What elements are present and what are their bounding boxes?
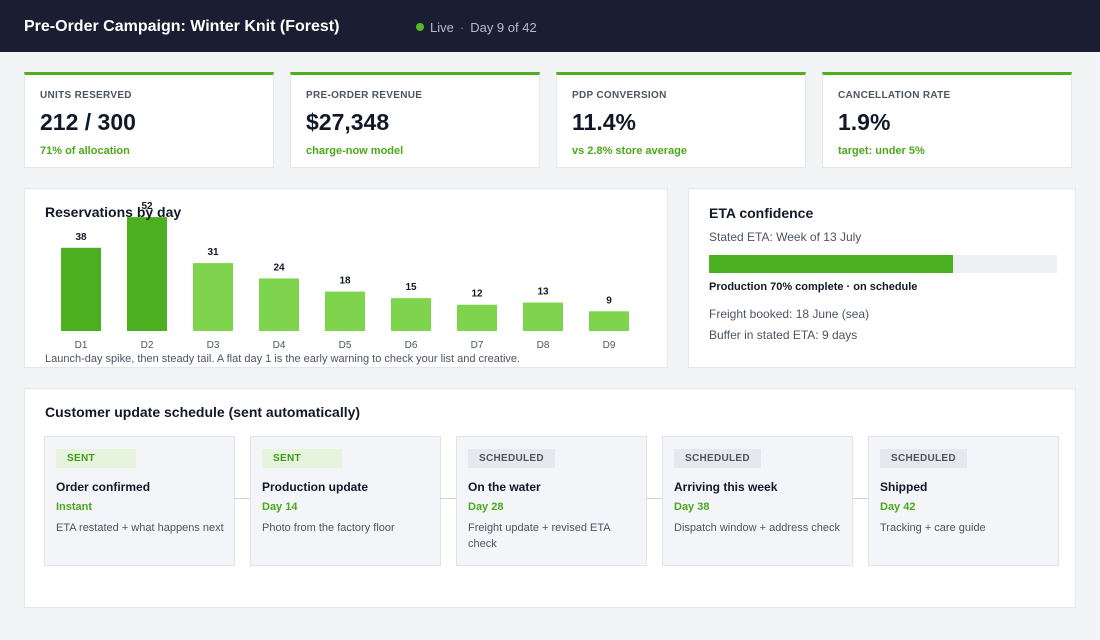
chart-title: Reservations by day xyxy=(45,204,182,220)
live-dot-icon xyxy=(416,23,424,31)
bar-d4 xyxy=(259,278,299,331)
kpi-subtext: 71% of allocation xyxy=(40,145,130,157)
bar-d1 xyxy=(61,247,101,331)
schedule-title: Customer update schedule (sent automatic… xyxy=(45,404,361,420)
kpi-value: 1.9% xyxy=(838,109,891,135)
day-counter: Day 9 of 42 xyxy=(470,20,537,35)
status-badge: SCHEDULED xyxy=(880,449,967,468)
bar-value-label: 12 xyxy=(471,289,483,300)
step-name: Order confirmed xyxy=(56,480,151,494)
kpi-pre-order-revenue: PRE-ORDER REVENUE $27,348 charge-now mod… xyxy=(290,72,540,168)
step-description: Photo from the factory floor xyxy=(262,522,395,534)
step-name: Arriving this week xyxy=(674,480,778,494)
bar-value-label: 15 xyxy=(405,282,417,293)
kpi-units-reserved: UNITS RESERVED 212 / 300 71% of allocati… xyxy=(24,72,274,168)
step-description: Dispatch window + address check xyxy=(674,522,840,534)
step-timing: Day 42 xyxy=(880,501,916,513)
x-tick-label: D5 xyxy=(339,340,352,351)
step-description: ETA restated + what happens next xyxy=(56,522,224,534)
eta-confidence-panel: ETA confidence Stated ETA: Week of 13 Ju… xyxy=(688,188,1076,368)
kpi-cancellation-rate: CANCELLATION RATE 1.9% target: under 5% xyxy=(822,72,1072,168)
bar-d5 xyxy=(325,291,365,331)
kpi-subtext: vs 2.8% store average xyxy=(572,145,687,157)
production-status: Production 70% complete · on schedule xyxy=(709,281,918,293)
schedule-step-on-the-water[interactable]: SCHEDULED On the water Day 28 Freight up… xyxy=(456,436,647,566)
status-badge: SCHEDULED xyxy=(468,449,555,468)
step-timing: Day 38 xyxy=(674,501,710,513)
kpi-label: CANCELLATION RATE xyxy=(838,90,951,101)
bar-d2 xyxy=(127,217,167,331)
kpi-value: 11.4% xyxy=(572,109,636,135)
x-tick-label: D2 xyxy=(141,340,154,351)
kpi-label: PRE-ORDER REVENUE xyxy=(306,90,423,101)
eta-buffer: Buffer in stated ETA: 9 days xyxy=(709,328,858,342)
schedule-step-arriving-this-week[interactable]: SCHEDULED Arriving this week Day 38 Disp… xyxy=(662,436,853,566)
x-tick-label: D1 xyxy=(75,340,88,351)
schedule-step-production-update[interactable]: SENT Production update Day 14 Photo from… xyxy=(250,436,441,566)
production-progress-fill xyxy=(709,255,953,273)
reservations-bar-chart: 38 D1 52 D2 31 D3 24 D4 18 D5 15 D6 12 D7 13 D8 9 D9 xyxy=(61,201,629,351)
bar-value-label: 18 xyxy=(339,276,351,287)
kpi-subtext: charge-now model xyxy=(306,145,404,157)
step-connector xyxy=(440,498,456,499)
bar-value-label: 9 xyxy=(606,295,612,306)
bar-value-label: 38 xyxy=(75,232,87,243)
step-name: Shipped xyxy=(880,480,928,494)
schedule-step-shipped[interactable]: SCHEDULED Shipped Day 42 Tracking + care… xyxy=(868,436,1059,566)
chart-caption: Launch-day spike, then steady tail. A fl… xyxy=(45,353,521,365)
status-badge: SENT xyxy=(56,449,136,468)
kpi-label: UNITS RESERVED xyxy=(40,90,132,101)
schedule-step-order-confirmed[interactable]: SENT Order confirmed Instant ETA restate… xyxy=(44,436,235,566)
bar-value-label: 13 xyxy=(537,287,549,298)
step-description: Freight update + revised ETA check xyxy=(468,522,610,550)
production-progress-bar xyxy=(709,255,1057,273)
bar-value-label: 31 xyxy=(207,247,219,258)
step-connector xyxy=(234,498,250,499)
bar-d7 xyxy=(457,304,497,331)
bar-d6 xyxy=(391,298,431,331)
stated-eta: Stated ETA: Week of 13 July xyxy=(709,230,862,244)
step-timing: Day 28 xyxy=(468,501,504,513)
step-timing: Instant xyxy=(56,501,93,513)
step-name: On the water xyxy=(468,480,541,494)
top-bar: Pre-Order Campaign: Winter Knit (Forest)… xyxy=(0,0,1100,52)
status-badge: SCHEDULED xyxy=(674,449,761,468)
campaign-title: Pre-Order Campaign: Winter Knit (Forest) xyxy=(24,18,340,35)
x-tick-label: D6 xyxy=(405,340,418,351)
bar-value-label: 24 xyxy=(273,262,285,273)
x-tick-label: D9 xyxy=(603,340,616,351)
bar-d3 xyxy=(193,263,233,331)
status-separator: · xyxy=(459,20,465,35)
bar-d9 xyxy=(589,311,629,331)
reservations-chart-panel: 38 D1 52 D2 31 D3 24 D4 18 D5 15 D6 12 D7 13 D8 9 D9 Rese… xyxy=(24,188,668,368)
bar-d8 xyxy=(523,302,563,331)
bar-value-label: 52 xyxy=(141,201,153,212)
kpi-pdp-conversion: PDP CONVERSION 11.4% vs 2.8% store avera… xyxy=(556,72,806,168)
step-connector xyxy=(852,498,868,499)
kpi-value: 212 / 300 xyxy=(40,109,136,135)
status-badge: SENT xyxy=(262,449,342,468)
x-tick-label: D4 xyxy=(273,340,286,351)
status-label: Live xyxy=(430,20,454,35)
campaign-status: Live · Day 9 of 42 xyxy=(416,20,537,35)
step-name: Production update xyxy=(262,480,368,494)
eta-title: ETA confidence xyxy=(709,205,814,221)
kpi-subtext: target: under 5% xyxy=(838,145,925,157)
step-timing: Day 14 xyxy=(262,501,298,513)
freight-booked: Freight booked: 18 June (sea) xyxy=(709,307,870,321)
x-tick-label: D3 xyxy=(207,340,220,351)
kpi-value: $27,348 xyxy=(306,109,390,135)
x-tick-label: D7 xyxy=(471,340,484,351)
step-description: Tracking + care guide xyxy=(880,522,986,534)
x-tick-label: D8 xyxy=(537,340,550,351)
step-connector xyxy=(646,498,662,499)
kpi-label: PDP CONVERSION xyxy=(572,90,667,101)
